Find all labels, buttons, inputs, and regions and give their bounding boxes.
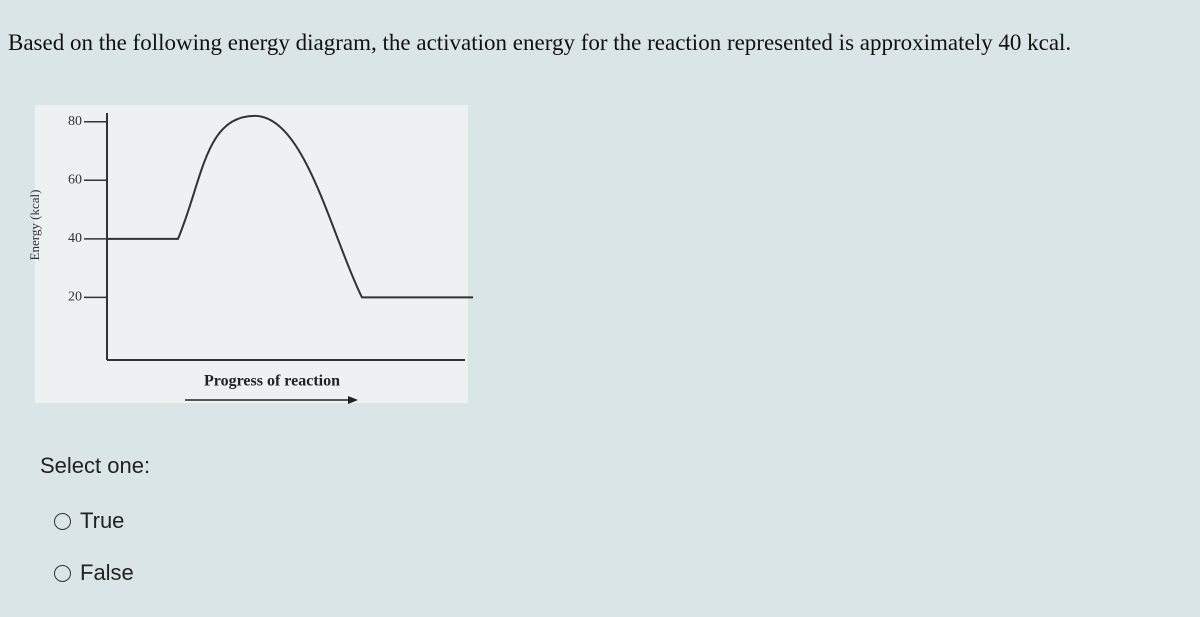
option-label: False bbox=[80, 560, 134, 585]
radio-button[interactable] bbox=[54, 564, 71, 582]
y-axis-label: Energy (kcal) bbox=[27, 190, 42, 261]
option-false[interactable]: False bbox=[54, 560, 134, 586]
question-text: Based on the following energy diagram, t… bbox=[8, 30, 1072, 55]
x-axis-label: Progress of reaction bbox=[204, 373, 340, 390]
energy-curve bbox=[107, 114, 473, 299]
diagram-background bbox=[35, 105, 468, 403]
y-tick-label: 20 bbox=[68, 290, 82, 305]
y-tick-label: 60 bbox=[68, 173, 82, 188]
energy-diagram: Energy (kcal) Progress of reaction 20 40 6… bbox=[27, 105, 473, 404]
select-prompt: Select one: bbox=[40, 453, 151, 478]
radio-button[interactable] bbox=[54, 512, 71, 530]
option-label: True bbox=[80, 508, 125, 533]
y-tick-label: 40 bbox=[68, 231, 82, 246]
option-true[interactable]: True bbox=[54, 508, 124, 534]
arrow-head bbox=[348, 396, 358, 404]
y-tick-label: 80 bbox=[68, 114, 82, 129]
